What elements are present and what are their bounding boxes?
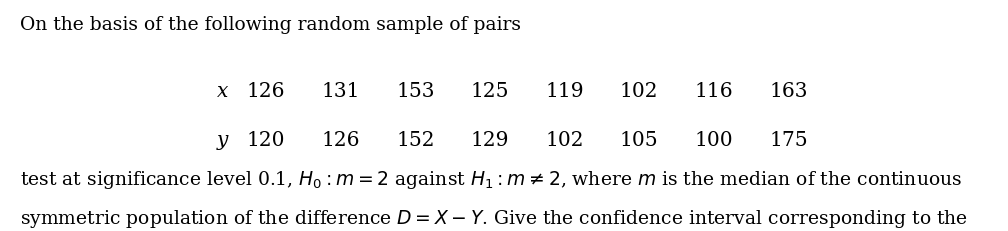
Text: 175: 175	[769, 131, 807, 149]
Text: 100: 100	[695, 131, 733, 149]
Text: 129: 129	[471, 131, 509, 149]
Text: 131: 131	[322, 82, 360, 101]
Text: On the basis of the following random sample of pairs: On the basis of the following random sam…	[20, 16, 521, 34]
Text: 126: 126	[322, 131, 360, 149]
Text: 153: 153	[396, 82, 434, 101]
Text: y: y	[217, 131, 228, 149]
Text: 116: 116	[695, 82, 733, 101]
Text: x: x	[217, 82, 228, 101]
Text: 120: 120	[247, 131, 285, 149]
Text: test at significance level 0.1, $H_0 : m = 2$ against $H_1 : m \neq 2$, where $m: test at significance level 0.1, $H_0 : m…	[20, 169, 963, 191]
Text: 163: 163	[769, 82, 807, 101]
Text: 125: 125	[471, 82, 509, 101]
Text: 102: 102	[620, 82, 658, 101]
Text: 152: 152	[396, 131, 434, 149]
Text: 126: 126	[247, 82, 285, 101]
Text: 105: 105	[620, 131, 658, 149]
Text: symmetric population of the difference $D = X - Y$. Give the confidence interval: symmetric population of the difference $…	[20, 208, 968, 230]
Text: 102: 102	[545, 131, 584, 149]
Text: 119: 119	[545, 82, 584, 101]
